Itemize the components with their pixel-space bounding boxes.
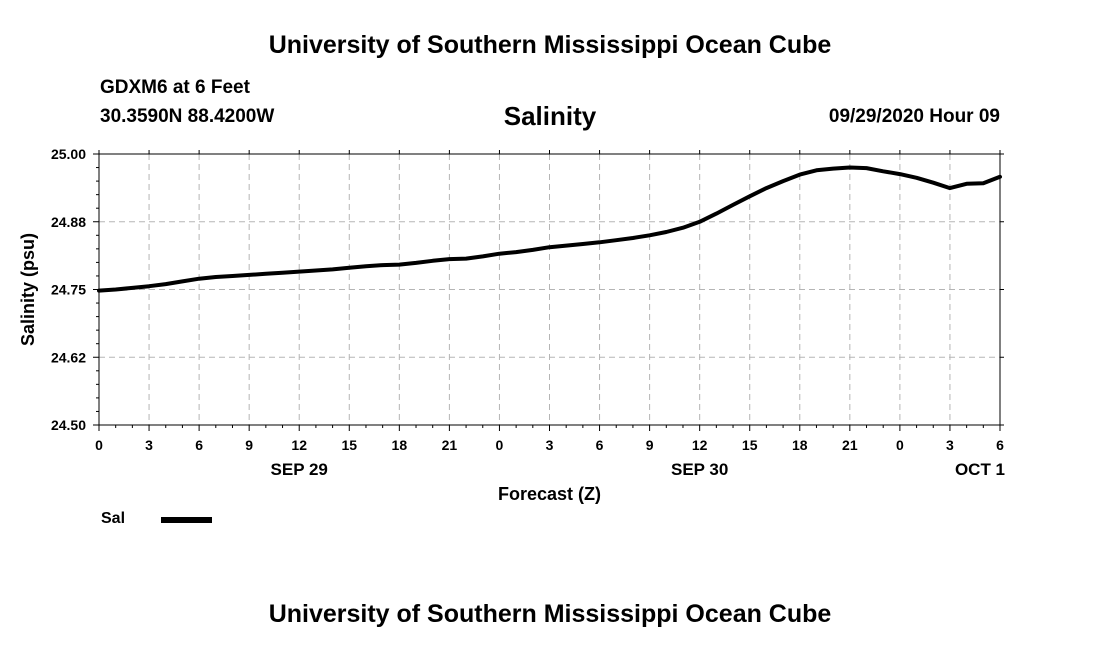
x-tick-label: 0 xyxy=(496,437,504,453)
x-tick-label: 9 xyxy=(245,437,253,453)
grid xyxy=(99,154,1000,425)
plot-frame xyxy=(98,153,1001,426)
x-tick-label: 15 xyxy=(341,437,357,453)
x-tick-label: 6 xyxy=(195,437,203,453)
y-tick-label: 24.75 xyxy=(51,282,86,298)
x-tick-label: 0 xyxy=(95,437,103,453)
page-title: University of Southern Mississippi Ocean… xyxy=(268,31,832,59)
x-tick-label: 3 xyxy=(946,437,954,453)
x-tick-label: 3 xyxy=(546,437,554,453)
x-tick-label: 3 xyxy=(145,437,153,453)
y-tick-label: 24.50 xyxy=(51,417,86,433)
series-layer xyxy=(97,165,1002,293)
legend-swatch xyxy=(161,517,212,523)
x-tick-label: 15 xyxy=(742,437,758,453)
x-tick-label: 0 xyxy=(896,437,904,453)
x-tick-label: 18 xyxy=(392,437,408,453)
x-tick-label: 21 xyxy=(842,437,858,453)
x-tick-label: 12 xyxy=(291,437,307,453)
y-tick-label: 24.88 xyxy=(51,214,86,230)
x-tick-label: 9 xyxy=(646,437,654,453)
axis-ticks xyxy=(93,150,1004,431)
chart-title: Salinity xyxy=(503,101,597,131)
x-tick-label: 21 xyxy=(442,437,458,453)
forecast-timestamp: 09/29/2020 Hour 09 xyxy=(828,106,1000,127)
x-tick-label: 6 xyxy=(596,437,604,453)
x-axis-label: Forecast (Z) xyxy=(498,484,601,504)
date-label: SEP 29 xyxy=(271,460,328,479)
station-label: GDXM6 at 6 Feet xyxy=(100,77,250,98)
x-tick-label: 6 xyxy=(996,437,1004,453)
axis-labels: 0 3 6 9 12 15 18 21 0 3 6 9 12 15 18 21 0 3 6 24.50 24.62 24.… xyxy=(51,146,1005,479)
y-axis-label: Salinity (psu) xyxy=(18,233,38,346)
footer-title: University of Southern Mississippi Ocean… xyxy=(268,600,832,628)
coordinates-label: 30.3590N 88.4200W xyxy=(100,106,275,127)
x-tick-label: 12 xyxy=(692,437,708,453)
y-tick-label: 24.62 xyxy=(51,349,86,365)
series-line-salinity xyxy=(97,165,1002,293)
legend-label: Sal xyxy=(101,510,126,527)
date-label: SEP 30 xyxy=(671,460,728,479)
x-tick-label: 18 xyxy=(792,437,808,453)
y-tick-label: 25.00 xyxy=(51,146,86,162)
date-label: OCT 1 xyxy=(955,460,1005,479)
